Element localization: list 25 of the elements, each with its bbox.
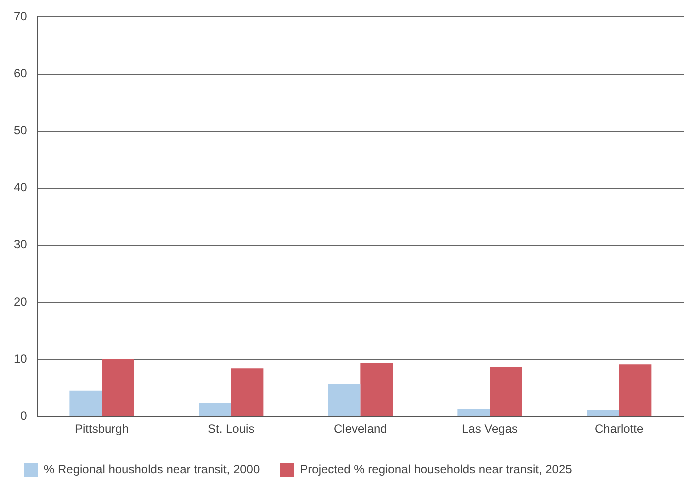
y-tick-label: 70 <box>14 10 28 24</box>
y-tick-label: 50 <box>14 124 28 138</box>
bar <box>587 410 620 416</box>
bar <box>102 360 134 416</box>
x-tick-label: St. Louis <box>208 422 255 436</box>
y-tick-label: 60 <box>14 66 28 81</box>
bar <box>490 368 522 416</box>
x-tick-label: Pittsburgh <box>74 422 130 436</box>
bar <box>360 362 394 416</box>
bar <box>199 403 232 416</box>
y-tick-label: 20 <box>14 294 28 309</box>
legend-label: % Regional housholds near transit, 2000 <box>44 462 260 476</box>
bar <box>328 384 361 416</box>
bar <box>231 368 264 416</box>
x-tick-label: Cleveland <box>334 422 388 436</box>
bar <box>619 364 652 416</box>
bar <box>458 409 490 416</box>
x-tick-label: Las Vegas <box>462 422 518 436</box>
y-tick-label: 40 <box>14 180 28 195</box>
x-tick-label: Charlotte <box>594 422 644 436</box>
legend-label: Projected % regional households near transit, 2025 <box>300 462 573 476</box>
y-tick-label: 30 <box>14 238 28 252</box>
y-tick-label: 0 <box>20 408 28 423</box>
y-tick-label: 10 <box>14 352 28 366</box>
bar <box>70 390 102 416</box>
